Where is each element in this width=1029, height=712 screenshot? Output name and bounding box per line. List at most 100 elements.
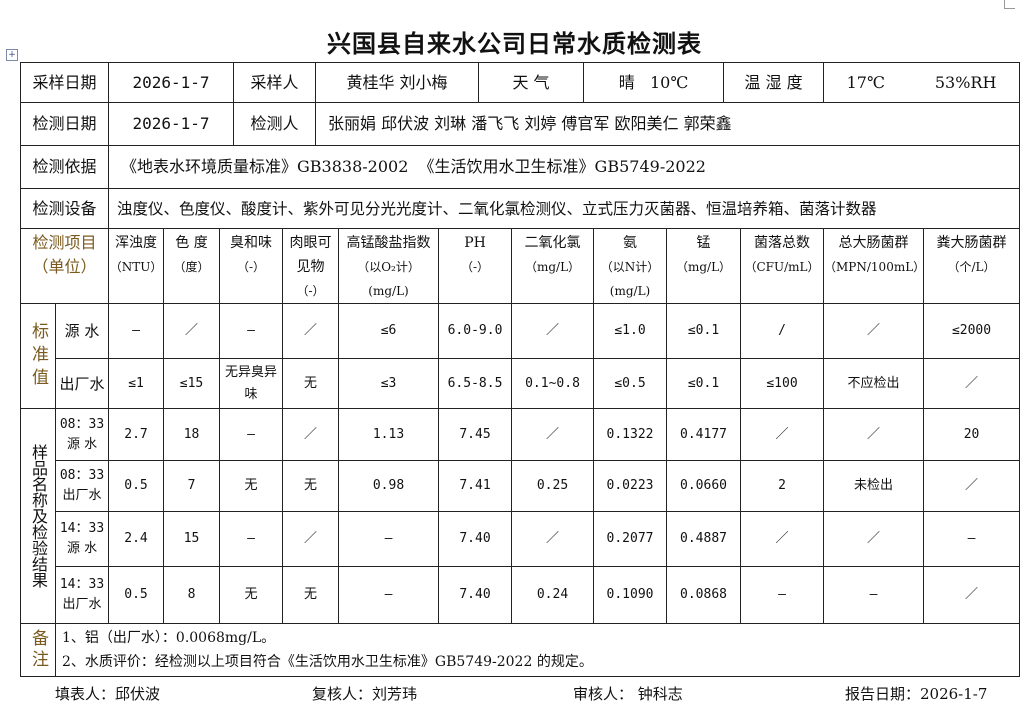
sample-value: 0.98 xyxy=(338,460,440,512)
standard-value: ／ xyxy=(511,303,595,359)
standard-type: 出厂水 xyxy=(54,358,110,409)
standard-value: ≤6 xyxy=(338,303,440,359)
sample-type: 源 水 xyxy=(66,436,98,452)
sample-value: ／ xyxy=(282,511,340,567)
sample-value: 无 xyxy=(219,460,284,512)
column-unit: （度） xyxy=(173,260,210,274)
sample-value: 8 xyxy=(163,566,221,624)
testers: 张丽娟 邱伏波 刘琳 潘飞飞 刘婷 傅官军 欧阳美仁 郭荣鑫 xyxy=(315,102,1020,146)
info-row-sampling: 采样日期 2026-1-7 采样人 黄桂华 刘小梅 天 气 晴 10℃ 温 湿 … xyxy=(20,62,1020,103)
sample-row: 08：33 出厂水 0.5 7 无无 0.98 7.41 0.25 0.0223 0.0660 2 未… xyxy=(21,460,1021,512)
sample-value: 20 xyxy=(923,408,1021,461)
sample-value: 1.13 xyxy=(338,408,440,461)
column-name: PH xyxy=(464,235,486,251)
column-header: 锰 （mg/L） xyxy=(666,228,742,304)
standard-value: 0.1~0.8 xyxy=(511,358,595,409)
column-unit: （CFU/mL） xyxy=(744,260,820,274)
standard-value: ≤1 xyxy=(108,358,165,409)
header-row: 检测项目 （单位） 浑浊度 （NTU） 色 度 （度） 臭和味 （-） 肉眼可见物 （-） 高锰酸盐… xyxy=(19,228,1021,304)
sample-type: 出厂水 xyxy=(62,597,102,612)
column-header: 浑浊度 （NTU） xyxy=(108,228,165,304)
column-unit: （mg/L） xyxy=(675,260,732,274)
temperature: 17℃ xyxy=(846,72,885,92)
equipment: 浊度仪、色度仪、酸度计、紫外可见分光光度计、二氧化氯检测仪、立式压力灭菌器、恒温… xyxy=(108,188,1020,229)
column-unit: （mg/L） xyxy=(524,260,581,274)
sample-value: ／ xyxy=(511,408,595,461)
column-unit: （以O₂计）(mg/L) xyxy=(357,260,420,298)
column-name: 高锰酸盐指数 xyxy=(346,235,431,251)
column-unit: （-） xyxy=(296,284,325,298)
sample-value: 2.7 xyxy=(108,408,165,461)
sample-value: 0.5 xyxy=(108,566,165,624)
standard-value: 不应检出 xyxy=(823,358,925,409)
sample-value: 0.4177 xyxy=(666,408,742,461)
column-header: 氨 （以N计）(mg/L) xyxy=(593,228,668,304)
sample-type: 出厂水 xyxy=(62,488,102,503)
test-date-label: 检测日期 xyxy=(20,102,109,146)
standard-value: ≤0.1 xyxy=(666,303,742,359)
column-header: 粪大肠菌群 （个/L） xyxy=(923,228,1021,304)
sample-value: — xyxy=(923,511,1021,567)
item-header: 检测项目 （单位） xyxy=(19,228,110,304)
sample-value: ／ xyxy=(923,566,1021,624)
column-name: 色 度 xyxy=(175,235,208,251)
sample-value: — xyxy=(219,511,284,567)
column-name: 臭和味 xyxy=(230,235,273,251)
column-unit: （MPN/100mL） xyxy=(824,260,924,274)
info-row-equipment: 检测设备 浊度仪、色度仪、酸度计、紫外可见分光光度计、二氧化氯检测仪、立式压力灭… xyxy=(20,188,1020,229)
column-unit: （以N计）(mg/L) xyxy=(600,260,660,298)
column-name: 粪大肠菌群 xyxy=(936,235,1007,251)
samplers: 黄桂华 刘小梅 xyxy=(315,62,479,103)
test-date: 2026-1-7 xyxy=(108,102,234,146)
standard-value: ≤3 xyxy=(338,358,440,409)
column-header: 菌落总数 （CFU/mL） xyxy=(740,228,825,304)
basis-label: 检测依据 xyxy=(20,145,109,189)
sample-value: 0.2077 xyxy=(593,511,668,567)
info-table: 采样日期 2026-1-7 采样人 黄桂华 刘小梅 天 气 晴 10℃ 温 湿 … xyxy=(20,62,1020,229)
sample-time: 14：33 xyxy=(59,521,105,536)
sample-name: 08：33 源 水 xyxy=(54,408,110,461)
sample-value: ／ xyxy=(511,511,595,567)
sample-value: 0.0868 xyxy=(666,566,742,624)
report-date: 报告日期：2026-1-7 xyxy=(845,685,988,703)
tester-label: 检测人 xyxy=(233,102,316,146)
sample-value: 7.45 xyxy=(438,408,513,461)
sample-value: 无 xyxy=(282,566,340,624)
sample-value: 7.40 xyxy=(438,566,513,624)
standard-value: ≤1.0 xyxy=(593,303,668,359)
sample-name: 14：33 源 水 xyxy=(54,511,110,567)
temp-humidity-label: 温 湿 度 xyxy=(723,62,824,103)
column-unit: （个/L） xyxy=(947,260,996,274)
sample-value: 15 xyxy=(163,511,221,567)
sample-value: ／ xyxy=(282,408,340,461)
sample-type: 源 水 xyxy=(66,541,98,556)
standard-label: 标准值 xyxy=(20,303,56,409)
page-title: 兴国县自来水公司日常水质检测表 xyxy=(327,29,702,58)
sample-row: 14：33 源 水 2.4 15— ／ —7.40 ／ 0.2077 0.4887 ／／ — xyxy=(21,511,1021,567)
notes-row: 备注 1、铝（出厂水）：0.0068mg/L。 2、水质评价：经检测以上项目符合《生… xyxy=(20,623,1021,677)
column-name: 浑浊度 xyxy=(115,235,158,251)
standard-value: ≤100 xyxy=(740,358,825,409)
standard-value: ≤0.1 xyxy=(666,358,742,409)
column-name: 肉眼可见物 xyxy=(289,235,332,275)
sample-value: — xyxy=(823,566,925,624)
sample-date: 2026-1-7 xyxy=(108,62,234,103)
info-row-testing: 检测日期 2026-1-7 检测人 张丽娟 邱伏波 刘琳 潘飞飞 刘婷 傅官军 … xyxy=(20,102,1020,146)
column-header: 肉眼可见物 （-） xyxy=(282,228,340,304)
table-move-handle-icon[interactable]: + xyxy=(6,49,18,61)
sample-value: — xyxy=(338,566,440,624)
sample-value: ／ xyxy=(923,460,1021,512)
info-row-basis: 检测依据 《地表水环境质量标准》GB3838-2002 《生活饮用水卫生标准》G… xyxy=(20,145,1020,189)
sample-row: 样品名称及检验结果 08：33 源 水 2.7 18— ／ 1.13 7.45 ／ 0.1322 0… xyxy=(20,408,1021,624)
standard-value: ／ xyxy=(163,303,221,359)
humidity: 53%RH xyxy=(934,72,997,92)
standard-value: ≤2000 xyxy=(923,303,1021,359)
standard-value: / xyxy=(740,303,825,359)
sample-value: 2 xyxy=(740,460,825,512)
sample-value: ／ xyxy=(740,408,825,461)
basis: 《地表水环境质量标准》GB3838-2002 《生活饮用水卫生标准》GB5749… xyxy=(108,145,1020,189)
column-header: 总大肠菌群 （MPN/100mL） xyxy=(823,228,925,304)
notes-content: 1、铝（出厂水）：0.0068mg/L。 2、水质评价：经检测以上项目符合《生活饮… xyxy=(54,623,1021,677)
column-header: 二氧化氯 （mg/L） xyxy=(511,228,595,304)
standard-value: 无 xyxy=(282,358,340,409)
